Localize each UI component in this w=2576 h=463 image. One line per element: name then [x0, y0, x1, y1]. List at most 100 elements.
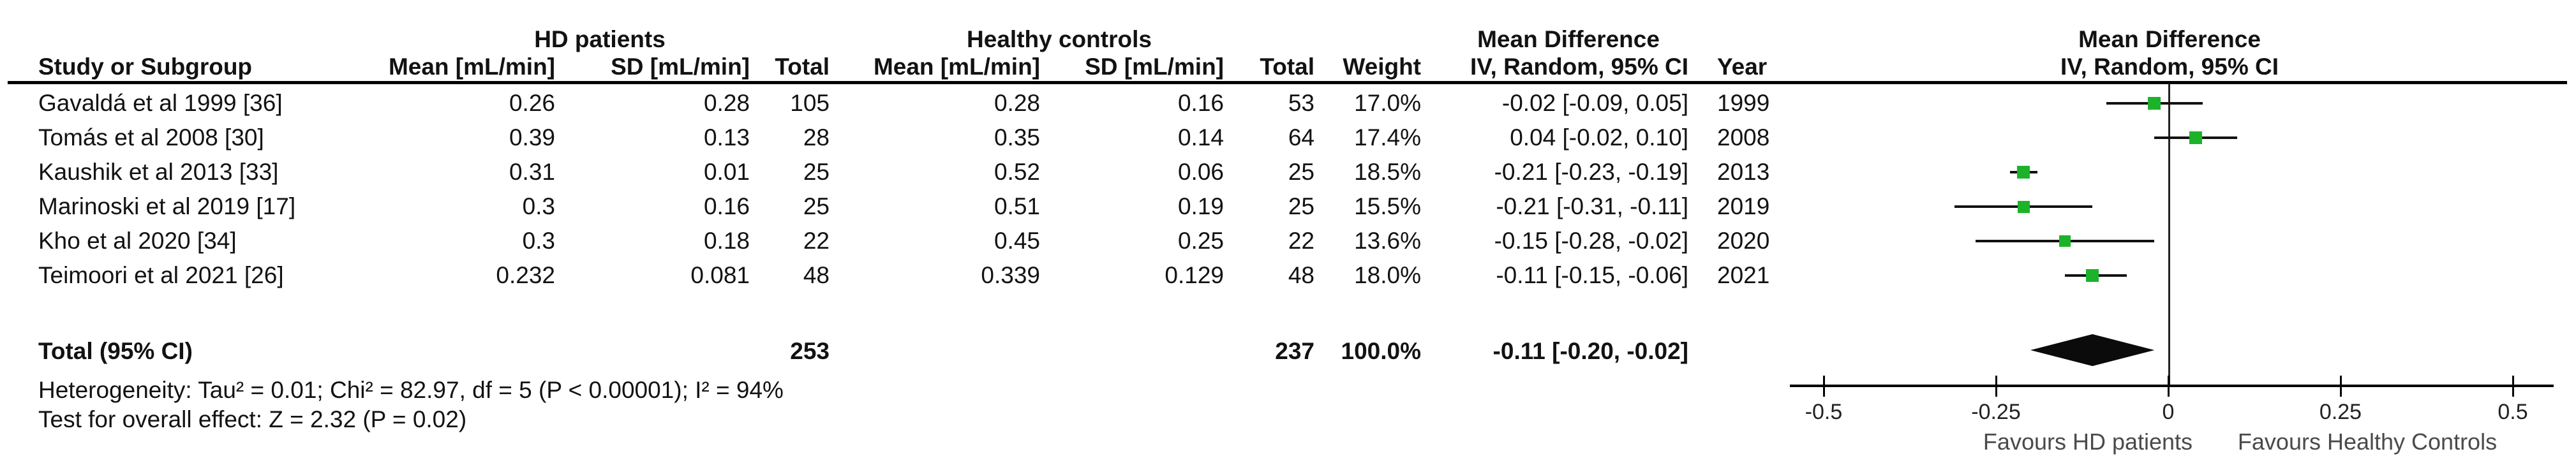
header-divider-rule: [8, 81, 2567, 84]
axis-tick: [2340, 376, 2342, 397]
axis-tick-label: 0.25: [2319, 400, 2362, 424]
col-header-total-hd: Total: [775, 54, 830, 80]
mean-ctrl: 0.51: [994, 193, 1040, 219]
sd-hd: 0.18: [703, 228, 750, 254]
sd-hd: 0.16: [703, 193, 750, 219]
total-ctrl: 25: [1288, 159, 1314, 185]
point-estimate-square: [2189, 131, 2203, 144]
favours-right-label: Favours Healthy Controls: [2237, 429, 2498, 455]
sd-hd: 0.28: [703, 90, 750, 116]
point-estimate-square: [2148, 97, 2161, 110]
table-row: Marinoski et al 2019 [17] 0.3 0.16 25 0.…: [0, 189, 2576, 224]
col-header-total-ctrl: Total: [1260, 54, 1314, 80]
md-ci-text: -0.21 [-0.23, -0.19]: [1494, 159, 1688, 185]
study-label: Gavaldá et al 1999 [36]: [38, 90, 283, 116]
heterogeneity-stats: Heterogeneity: Tau² = 0.01; Chi² = 82.97…: [38, 377, 784, 403]
mean-hd: 0.39: [509, 124, 555, 151]
favours-left-label: Favours HD patients: [1983, 429, 2193, 455]
total-ctrl: 25: [1288, 193, 1314, 219]
study-label: Tomás et al 2008 [30]: [38, 124, 264, 151]
weight: 17.4%: [1354, 124, 1421, 151]
mean-ctrl: 0.35: [994, 124, 1040, 151]
weight: 18.0%: [1354, 262, 1421, 288]
sd-hd: 0.01: [703, 159, 750, 185]
col-header-mean-hd: Mean [mL/min]: [388, 54, 555, 80]
axis-tick-label: -0.25: [1971, 400, 2021, 424]
x-axis-line: [1790, 385, 2554, 387]
mean-hd: 0.3: [522, 228, 555, 254]
total-ctrl: 22: [1288, 228, 1314, 254]
table-row: Teimoori et al 2021 [26] 0.232 0.081 48 …: [0, 258, 2576, 293]
col-header-study: Study or Subgroup: [38, 54, 253, 80]
col-header-sd-ctrl: SD [mL/min]: [1085, 54, 1224, 80]
axis-tick-label: 0.5: [2498, 400, 2528, 424]
year: 2019: [1717, 193, 1770, 219]
sd-ctrl: 0.16: [1177, 90, 1224, 116]
total-hd: 48: [803, 262, 830, 288]
weight: 13.6%: [1354, 228, 1421, 254]
group-header-hd-patients: HD patients: [534, 26, 666, 52]
plot-header-mean-difference: Mean Difference: [2078, 26, 2261, 52]
year: 2020: [1717, 228, 1770, 254]
study-label: Kho et al 2020 [34]: [38, 228, 237, 254]
axis-tick: [1823, 376, 1825, 397]
table-row: Kaushik et al 2013 [33] 0.31 0.01 25 0.5…: [0, 155, 2576, 189]
mean-ctrl: 0.45: [994, 228, 1040, 254]
point-estimate-square: [2017, 200, 2030, 213]
total-ctrl: 48: [1288, 262, 1314, 288]
total-ctrl: 64: [1288, 124, 1314, 151]
md-ci-text: -0.11 [-0.15, -0.06]: [1496, 262, 1688, 288]
total-weight: 100.0%: [1341, 338, 1422, 364]
sd-ctrl: 0.14: [1177, 124, 1224, 151]
total-hd: 22: [803, 228, 830, 254]
year: 2008: [1717, 124, 1770, 151]
point-estimate-square: [2059, 235, 2071, 247]
sd-hd: 0.081: [690, 262, 750, 288]
study-label: Teimoori et al 2021 [26]: [38, 262, 284, 288]
year: 2013: [1717, 159, 1770, 185]
weight: 17.0%: [1354, 90, 1421, 116]
axis-tick: [1995, 376, 1997, 397]
table-row: Tomás et al 2008 [30] 0.39 0.13 28 0.35 …: [0, 121, 2576, 155]
col-header-iv-ci: IV, Random, 95% CI: [1470, 54, 1688, 80]
sd-ctrl: 0.19: [1177, 193, 1224, 219]
total-n-ctrl: 237: [1275, 338, 1314, 364]
overall-effect-test: Test for overall effect: Z = 2.32 (P = 0…: [38, 406, 467, 432]
total-n-hd: 253: [790, 338, 830, 364]
study-label: Marinoski et al 2019 [17]: [38, 193, 296, 219]
total-hd: 105: [790, 90, 830, 116]
point-estimate-square: [2017, 166, 2030, 179]
sd-ctrl: 0.06: [1177, 159, 1224, 185]
total-hd: 25: [803, 193, 830, 219]
axis-tick: [2512, 376, 2514, 397]
total-hd: 28: [803, 124, 830, 151]
total-ctrl: 53: [1288, 90, 1314, 116]
col-header-sd-hd: SD [mL/min]: [611, 54, 750, 80]
col-header-weight: Weight: [1343, 54, 1421, 80]
md-ci-text: -0.21 [-0.31, -0.11]: [1496, 193, 1688, 219]
table-row: Gavaldá et al 1999 [36] 0.26 0.28 105 0.…: [0, 86, 2576, 121]
year: 2021: [1717, 262, 1770, 288]
total-row: Total (95% CI) 253 237 100.0% -0.11 [-0.…: [0, 334, 2576, 369]
plot-header-iv-ci: IV, Random, 95% CI: [2060, 54, 2279, 80]
col-header-mean-ctrl: Mean [mL/min]: [873, 54, 1040, 80]
weight: 15.5%: [1354, 193, 1421, 219]
md-ci-text: -0.02 [-0.09, 0.05]: [1501, 90, 1688, 116]
mean-hd: 0.31: [509, 159, 555, 185]
mean-hd: 0.26: [509, 90, 555, 116]
total-md-ci-text: -0.11 [-0.20, -0.02]: [1493, 338, 1688, 364]
mean-ctrl: 0.28: [994, 90, 1040, 116]
axis-tick-label: -0.5: [1805, 400, 1843, 424]
group-header-mean-difference: Mean Difference: [1477, 26, 1660, 52]
study-label: Kaushik et al 2013 [33]: [38, 159, 279, 185]
weight: 18.5%: [1354, 159, 1421, 185]
total-label: Total (95% CI): [38, 338, 193, 364]
mean-ctrl: 0.52: [994, 159, 1040, 185]
mean-hd: 0.3: [522, 193, 555, 219]
axis-tick-label: 0: [2162, 400, 2175, 424]
col-header-year: Year: [1717, 54, 1768, 80]
md-ci-text: -0.15 [-0.28, -0.02]: [1494, 228, 1688, 254]
year: 1999: [1717, 90, 1770, 116]
mean-hd: 0.232: [496, 262, 555, 288]
